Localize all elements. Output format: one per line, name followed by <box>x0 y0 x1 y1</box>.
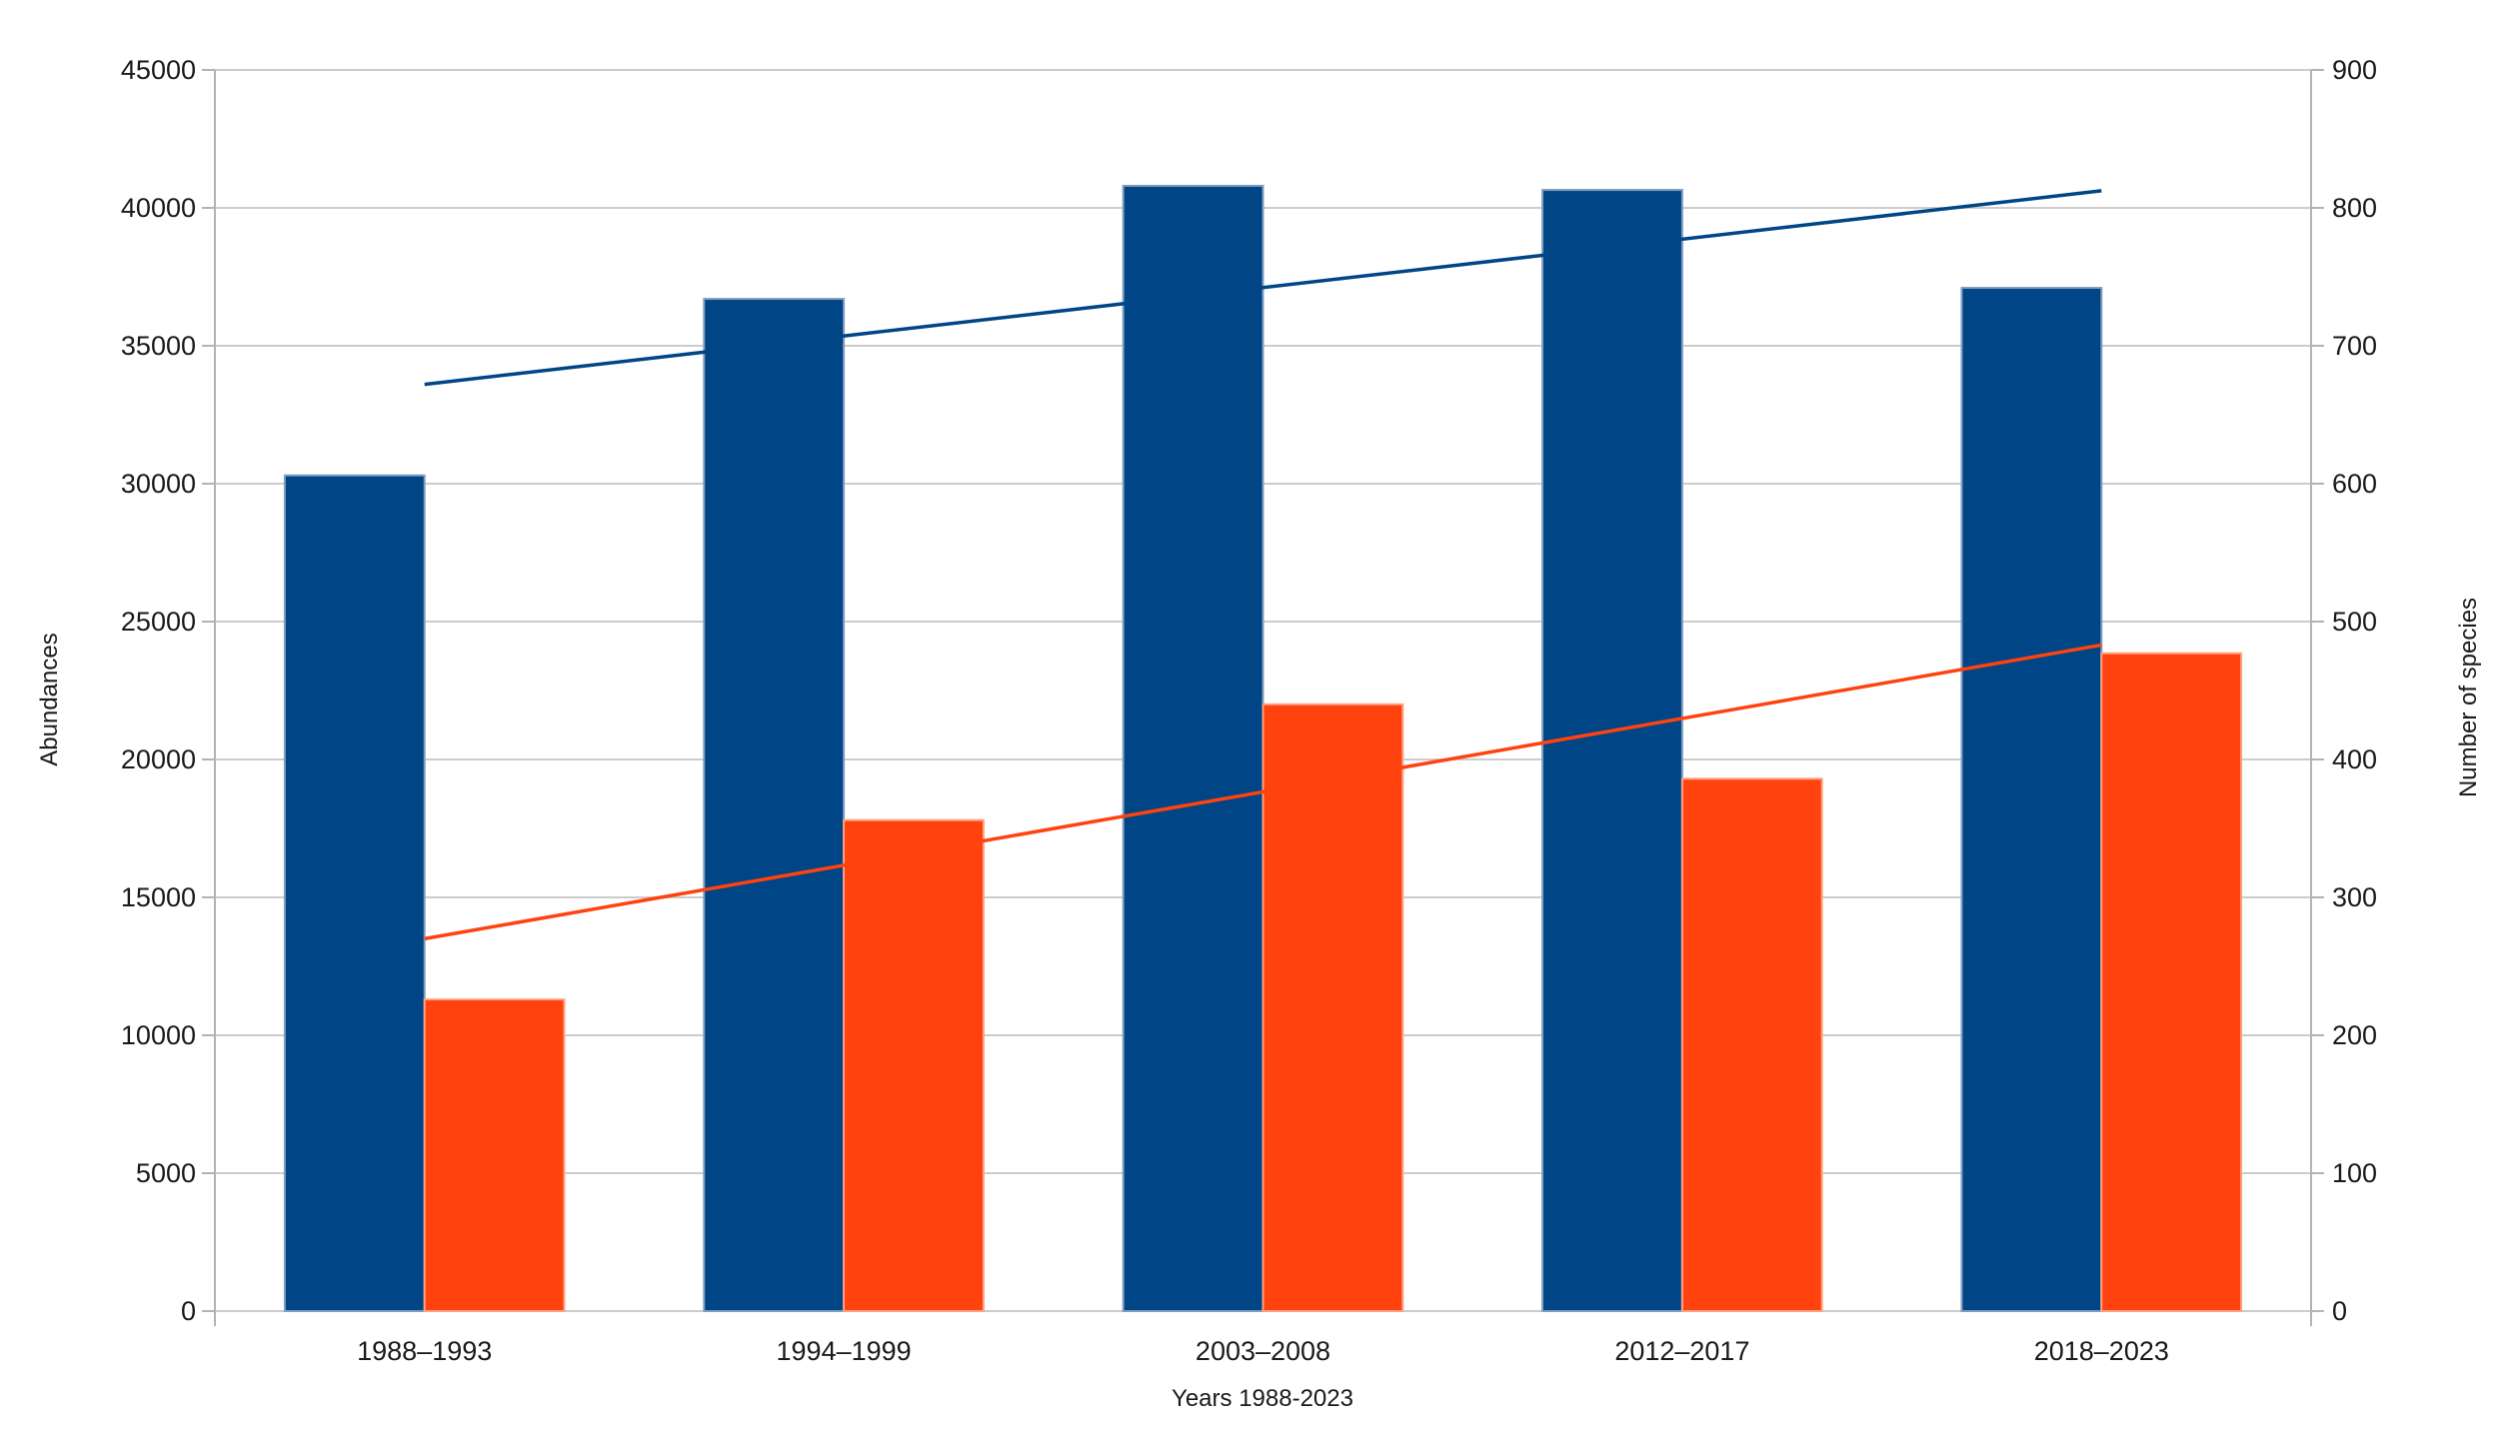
x-axis-category-label: 2012–2017 <box>1614 1336 1749 1366</box>
left-axis-tick-label: 0 <box>181 1296 196 1326</box>
left-axis-title: Abundances <box>36 633 63 766</box>
right-axis-tick-label: 100 <box>2332 1158 2377 1188</box>
species-bar-3 <box>1680 777 1823 1312</box>
x-axis-category-label: 2018–2023 <box>2034 1336 2169 1366</box>
left-axis-tick-label: 20000 <box>121 744 196 774</box>
abundances-bar-1 <box>703 298 846 1312</box>
abundances-linear-trend <box>424 189 2102 387</box>
left-axis-tick-label: 10000 <box>121 1020 196 1050</box>
right-axis-tick-label: 700 <box>2332 331 2377 361</box>
x-axis-category-label: 2003–2008 <box>1196 1336 1330 1366</box>
abundances-bar-4 <box>1960 287 2103 1313</box>
right-axis-tick-label: 600 <box>2332 469 2377 499</box>
right-axis-tick-label: 800 <box>2332 193 2377 223</box>
right-axis-tick-label: 900 <box>2332 55 2377 85</box>
species-bar-0 <box>423 998 566 1312</box>
left-axis-tick-label: 35000 <box>121 331 196 361</box>
left-axis-tick-label: 25000 <box>121 607 196 637</box>
species-bar-2 <box>1261 703 1404 1312</box>
species-bar-1 <box>843 818 985 1312</box>
left-axis-tick-label: 45000 <box>121 55 196 85</box>
right-axis-title: Number of species <box>2455 597 2482 798</box>
right-axis-tick-label: 200 <box>2332 1020 2377 1050</box>
x-axis-category-label: 1988–1993 <box>357 1336 492 1366</box>
left-axis-tick-label: 15000 <box>121 882 196 912</box>
abundances-bar-3 <box>1541 189 1683 1312</box>
x-axis-category-label: 1994–1999 <box>777 1336 912 1366</box>
species-linear-trend <box>424 643 2102 941</box>
abundances-bar-2 <box>1122 184 1264 1312</box>
left-axis-tick-label: 5000 <box>136 1158 196 1188</box>
right-axis-tick-label: 300 <box>2332 882 2377 912</box>
abundances-bar-0 <box>283 474 426 1313</box>
left-axis-tick-label: 40000 <box>121 193 196 223</box>
right-axis-tick-label: 0 <box>2332 1296 2347 1326</box>
left-axis-tick-label: 30000 <box>121 469 196 499</box>
right-axis-tick-label: 400 <box>2332 744 2377 774</box>
x-axis-title: Years 1988-2023 <box>1172 1385 1353 1412</box>
species-bar-4 <box>2100 652 2243 1312</box>
right-axis-tick-label: 500 <box>2332 607 2377 637</box>
